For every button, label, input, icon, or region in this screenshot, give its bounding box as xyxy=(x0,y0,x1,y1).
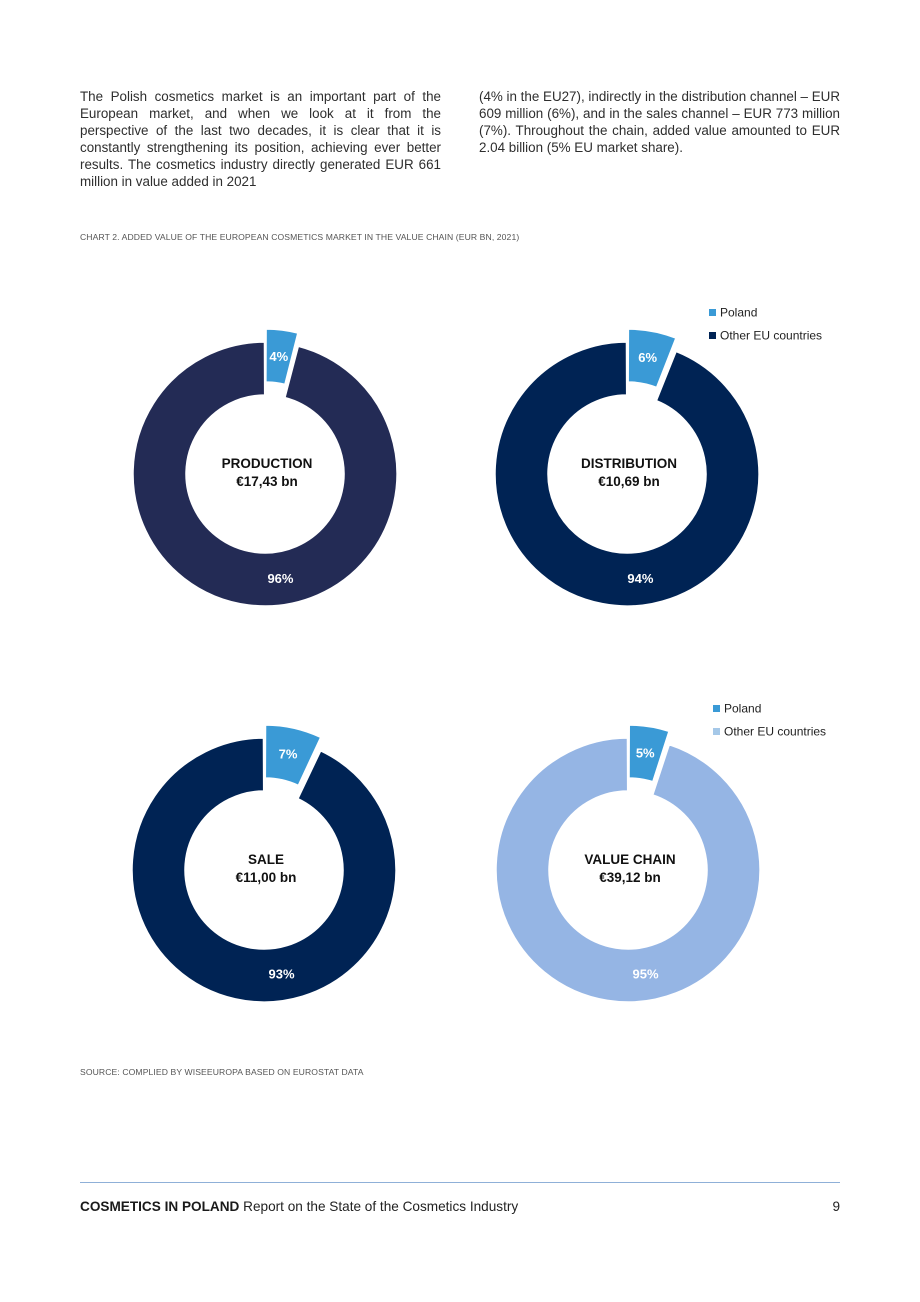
data-label: 93% xyxy=(269,967,295,982)
legend-label: Other EU countries xyxy=(720,329,822,343)
chart-caption: CHART 2. ADDED VALUE OF THE EUROPEAN COS… xyxy=(80,232,520,242)
data-label: 96% xyxy=(267,571,293,586)
footer-divider xyxy=(80,1182,840,1183)
donut-center-title: VALUE CHAIN xyxy=(584,852,675,867)
footer-brand: COSMETICS IN POLAND xyxy=(80,1199,240,1214)
donut-segment-other-eu-countries xyxy=(132,341,398,607)
donut-center-title: DISTRIBUTION xyxy=(581,456,677,471)
chart-legend: Poland Other EU countries xyxy=(709,306,822,343)
data-label: 94% xyxy=(627,571,653,586)
source-note: SOURCE: COMPLIED BY WISEEUROPA BASED ON … xyxy=(80,1067,364,1077)
donut-segment-other-eu-countries xyxy=(495,737,761,1003)
data-label: 5% xyxy=(636,745,655,760)
legend-label: Other EU countries xyxy=(724,725,826,739)
page-footer: COSMETICS IN POLAND Report on the State … xyxy=(80,1199,840,1214)
intro-text: The Polish cosmetics market is an import… xyxy=(80,88,840,190)
donut-center-total: €17,43 bn xyxy=(236,474,298,489)
page-number: 9 xyxy=(832,1199,840,1214)
data-label: 95% xyxy=(633,967,659,982)
chart-legend: Poland Other EU countries xyxy=(713,702,826,739)
donut-center-total: €39,12 bn xyxy=(599,870,661,885)
legend-swatch xyxy=(713,705,720,712)
footer-subtitle: Report on the State of the Cosmetics Ind… xyxy=(243,1199,519,1214)
donut-chart-distribution: 6% 94% DISTRIBUTION €10,69 bn Poland Other EU… xyxy=(494,306,822,607)
donut-segment-other-eu-countries xyxy=(131,737,397,1003)
donut-chart-value-chain: 5% 95% VALUE CHAIN €39,12 bn Poland Other EU … xyxy=(495,702,826,1003)
donut-center-total: €11,00 bn xyxy=(236,870,297,885)
data-label: 7% xyxy=(279,747,298,762)
data-label: 6% xyxy=(638,350,657,365)
legend-label: Poland xyxy=(720,306,757,320)
donut-chart-sale: 7% 93% SALE €11,00 bn xyxy=(131,724,397,1003)
legend-swatch xyxy=(713,728,720,735)
legend-swatch xyxy=(709,309,716,316)
intro-paragraph-left: The Polish cosmetics market is an import… xyxy=(80,89,441,189)
donut-center-total: €10,69 bn xyxy=(598,474,660,489)
intro-paragraph-right: (4% in the EU27), indirectly in the dist… xyxy=(479,89,840,155)
donut-center-title: SALE xyxy=(248,852,284,867)
donut-segment-poland xyxy=(265,328,299,386)
donut-center-title: PRODUCTION xyxy=(222,456,313,471)
donut-segment-other-eu-countries xyxy=(494,341,760,607)
donut-segment-poland xyxy=(264,724,322,787)
footer-title: COSMETICS IN POLAND Report on the State … xyxy=(80,1199,518,1214)
donut-segment-poland xyxy=(627,328,677,389)
donut-segment-poland xyxy=(628,724,670,783)
donut-chart-production: 4% 96% PRODUCTION €17,43 bn xyxy=(132,328,398,607)
data-label: 4% xyxy=(269,349,288,364)
legend-swatch xyxy=(709,332,716,339)
legend-label: Poland xyxy=(724,702,761,716)
